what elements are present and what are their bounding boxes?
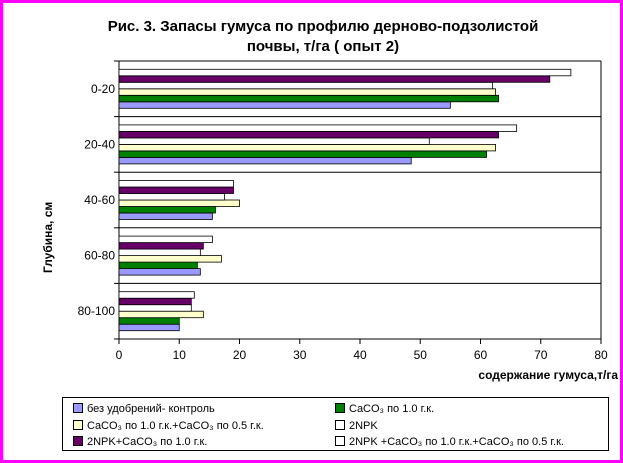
legend-label: без удобрений- контроль <box>87 403 215 415</box>
legend-label: CaCO₃ по 1.0 г.к.+CaCO₃ по 0.5 г.к. <box>87 420 264 432</box>
y-tick-label: 20-40 <box>84 137 115 151</box>
bar <box>118 310 204 319</box>
legend-label: 2NPK <box>349 420 378 432</box>
legend-item: 2NPK +CaCO₃ по 1.0 г.к.+CaCO₃ по 0.5 г.к… <box>335 435 564 449</box>
legend-label: 2NPK+CaCO₃ по 1.0 г.к. <box>87 436 208 448</box>
bar <box>118 323 180 332</box>
chart-title-line-2: почвы, т/га ( опыт 2) <box>246 38 400 55</box>
y-tick-label: 0-20 <box>91 82 115 96</box>
x-tick-label: 60 <box>474 348 488 362</box>
legend-swatch <box>335 436 345 446</box>
legend-swatch <box>73 403 83 413</box>
bar <box>118 297 192 306</box>
bar <box>118 261 198 270</box>
legend-item: CaCO₃ по 1.0 г.к. <box>335 402 434 416</box>
bar <box>118 206 216 214</box>
bar <box>118 180 234 188</box>
bar <box>118 268 201 276</box>
bar <box>118 130 499 139</box>
bar <box>118 75 551 83</box>
bar <box>118 242 204 250</box>
bar-chart: 0 10 20 30 40 50 60 70 80 0-20 20-40 40-60 60-80 80-1… <box>78 60 608 362</box>
bar <box>118 150 487 158</box>
legend-swatch <box>335 420 345 430</box>
bar <box>118 186 234 194</box>
x-tick-label: 20 <box>233 348 247 362</box>
legend-swatch <box>73 436 83 446</box>
x-tick-label: 80 <box>594 348 608 362</box>
y-axis-label: Глубина, см <box>41 201 55 273</box>
y-tick-label: 80-100 <box>78 304 116 318</box>
bar <box>118 88 496 96</box>
x-tick-label: 50 <box>414 348 428 362</box>
y-tick-label: 60-80 <box>84 249 115 263</box>
legend-swatch <box>335 403 345 413</box>
chart-title: Рис. 3. Запасы гумуса по профилю дерново… <box>43 17 603 57</box>
legend-label: 2NPK +CaCO₃ по 1.0 г.к.+CaCO₃ по 0.5 г.к… <box>349 436 564 448</box>
legend-item: 2NPK+CaCO₃ по 1.0 г.к. <box>73 435 207 449</box>
bar <box>118 143 496 152</box>
bar <box>118 212 213 220</box>
bar <box>118 137 430 145</box>
bar <box>118 94 499 103</box>
x-tick-label: 70 <box>534 348 548 362</box>
x-tick-label: 30 <box>293 348 307 362</box>
legend-item: CaCO₃ по 1.0 г.к.+CaCO₃ по 0.5 г.к. <box>73 419 264 433</box>
bar <box>118 235 213 244</box>
x-tick-label: 40 <box>353 348 367 362</box>
x-tick-label: 0 <box>116 348 123 362</box>
chart-legend: без удобрений- контроль CaCO₃ по 1.0 г.к.… <box>62 397 609 451</box>
bar <box>118 199 240 207</box>
bar <box>118 248 201 257</box>
chart-title-line-1: Рис. 3. Запасы гумуса по профилю дерново… <box>107 18 539 35</box>
y-tick-label: 40-60 <box>84 193 115 207</box>
bar <box>118 68 572 77</box>
bar <box>118 193 225 201</box>
bar <box>118 101 451 109</box>
legend-item: без удобрений- контроль <box>73 402 215 416</box>
x-axis-label: содержание гумуса,т/га <box>478 368 618 382</box>
bar <box>118 124 518 132</box>
x-tick-label: 10 <box>173 348 187 362</box>
bar <box>118 291 195 299</box>
legend-swatch <box>73 420 83 430</box>
bar <box>118 255 222 263</box>
bar <box>118 317 180 325</box>
bar <box>118 304 192 312</box>
legend-label: CaCO₃ по 1.0 г.к. <box>349 403 435 415</box>
bar <box>118 156 412 165</box>
legend-item: 2NPK <box>335 419 378 433</box>
bar <box>118 81 493 90</box>
